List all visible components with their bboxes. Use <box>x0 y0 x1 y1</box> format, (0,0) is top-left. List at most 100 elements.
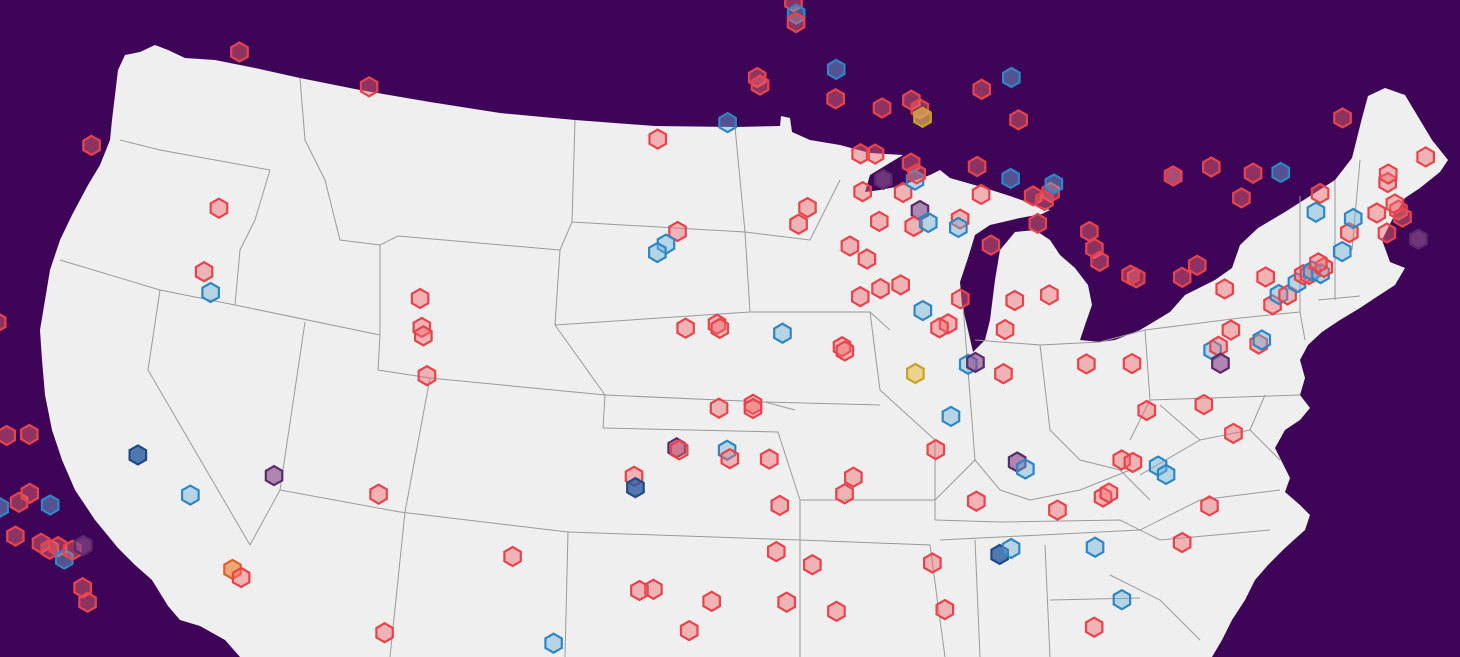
map-marker-red-98[interactable] <box>720 447 740 470</box>
map-marker-red-129[interactable] <box>930 317 949 339</box>
map-marker-red-57[interactable] <box>710 317 730 340</box>
map-marker-blue-45[interactable] <box>181 484 200 506</box>
map-marker-red-183[interactable] <box>1377 222 1397 244</box>
map-marker-red-148[interactable] <box>1172 531 1192 554</box>
map-marker-red-83[interactable] <box>789 213 808 235</box>
map-marker-red-197[interactable] <box>1163 165 1183 187</box>
map-marker-navy-40[interactable] <box>128 444 148 466</box>
map-marker-red-212[interactable] <box>766 540 786 563</box>
map-marker-blue-134[interactable] <box>1015 458 1035 480</box>
map-marker-red-89[interactable] <box>850 285 870 308</box>
map-marker-red-72[interactable] <box>865 143 885 165</box>
map-marker-red-135[interactable] <box>922 552 942 574</box>
map-marker-red-28[interactable] <box>9 491 29 514</box>
map-marker-red-209[interactable] <box>375 621 394 644</box>
map-marker-red-10[interactable] <box>82 134 101 157</box>
map-marker-purple-158[interactable] <box>1211 352 1230 374</box>
map-marker-navy-199[interactable] <box>626 476 645 499</box>
map-marker-red-189[interactable] <box>1378 163 1398 185</box>
map-marker-red-154[interactable] <box>1224 422 1243 445</box>
map-marker-red-29[interactable] <box>20 482 40 505</box>
map-marker-red-103[interactable] <box>971 183 991 206</box>
map-marker-red-39[interactable] <box>78 591 97 613</box>
map-marker-red-128[interactable] <box>1028 212 1048 235</box>
map-marker-red-86[interactable] <box>857 248 877 270</box>
map-marker-red-107[interactable] <box>967 155 987 178</box>
map-marker-red-195[interactable] <box>1232 187 1251 209</box>
map-marker-blue-27[interactable] <box>0 496 10 518</box>
map-marker-red-122[interactable] <box>995 318 1015 341</box>
map-marker-red-149[interactable] <box>1200 495 1219 517</box>
map-marker-red-162[interactable] <box>1121 264 1140 286</box>
map-marker-red-203[interactable] <box>630 579 649 602</box>
map-marker-red-206[interactable] <box>503 545 522 568</box>
map-marker-red-64[interactable] <box>750 74 770 96</box>
map-marker-red-214[interactable] <box>827 600 846 623</box>
map-marker-red-47[interactable] <box>369 483 388 505</box>
map-marker-red-88[interactable] <box>871 277 890 300</box>
map-marker-red-151[interactable] <box>1077 353 1096 375</box>
map-marker-blue-30[interactable] <box>40 494 60 516</box>
map-marker-blue-137[interactable] <box>1001 537 1021 560</box>
map-marker-blue-62[interactable] <box>826 58 846 81</box>
map-marker-red-138[interactable] <box>1048 499 1067 521</box>
map-marker-blue-146[interactable] <box>1112 588 1132 611</box>
map-marker-red-186[interactable] <box>1393 206 1412 228</box>
map-marker-red-100[interactable] <box>759 448 779 470</box>
map-marker-red-193[interactable] <box>1201 156 1221 178</box>
map-marker-red-182[interactable] <box>1367 202 1387 224</box>
map-marker-red-87[interactable] <box>891 274 911 296</box>
map-marker-red-152[interactable] <box>1137 399 1157 422</box>
map-marker-purple-46[interactable] <box>264 464 284 487</box>
map-marker-red-213[interactable] <box>777 591 797 613</box>
map-marker-red-77[interactable] <box>907 163 927 185</box>
map-marker-red-192[interactable] <box>1243 162 1263 184</box>
map-marker-red-15[interactable] <box>0 313 7 332</box>
map-marker-red-101[interactable] <box>835 483 854 505</box>
map-marker-blue-145[interactable] <box>1156 463 1176 486</box>
map-marker-red-65[interactable] <box>826 88 846 110</box>
map-marker-red-25[interactable] <box>20 423 39 446</box>
map-marker-red-85[interactable] <box>840 235 860 257</box>
map-marker-yellow-70[interactable] <box>913 106 932 129</box>
map-marker-red-176[interactable] <box>1309 252 1328 274</box>
map-marker-blue-90[interactable] <box>913 299 933 322</box>
map-marker-blue-130[interactable] <box>941 405 961 428</box>
map-marker-red-113[interactable] <box>981 234 1001 256</box>
map-marker-blue-35[interactable] <box>54 548 74 570</box>
map-marker-blue-177[interactable] <box>1332 240 1352 263</box>
map-marker-red-84[interactable] <box>869 210 889 233</box>
map-marker-red-190[interactable] <box>1416 146 1436 168</box>
map-marker-red-12[interactable] <box>359 76 379 98</box>
map-marker-red-156[interactable] <box>1209 335 1228 358</box>
map-marker-red-44[interactable] <box>231 566 251 589</box>
map-marker-red-201[interactable] <box>669 439 689 461</box>
map-marker-red-82[interactable] <box>798 196 817 219</box>
map-marker-red-24[interactable] <box>0 424 16 447</box>
map-marker-red-116[interactable] <box>951 288 970 310</box>
map-marker-yellow-118[interactable] <box>905 362 925 385</box>
map-marker-red-95[interactable] <box>743 397 763 420</box>
map-marker-blue-67[interactable] <box>718 111 737 134</box>
map-marker-blue-55[interactable] <box>647 241 667 264</box>
map-marker-red-179[interactable] <box>1310 182 1330 205</box>
map-marker-blue-181[interactable] <box>1343 207 1363 230</box>
map-marker-red-79[interactable] <box>904 215 924 238</box>
map-marker-red-41[interactable] <box>194 260 214 283</box>
map-marker-blue-76[interactable] <box>905 169 925 191</box>
map-marker-red-207[interactable] <box>679 619 699 642</box>
map-marker-blue-93[interactable] <box>773 322 792 344</box>
map-marker-red-141[interactable] <box>1099 482 1119 504</box>
map-marker-red-48[interactable] <box>410 287 430 310</box>
map-marker-blue-210[interactable] <box>544 632 563 654</box>
map-marker-red-81[interactable] <box>853 180 873 203</box>
map-marker-red-66[interactable] <box>872 97 892 119</box>
map-marker-red-50[interactable] <box>414 325 433 347</box>
map-marker-red-153[interactable] <box>1194 393 1214 416</box>
location-markers[interactable] <box>0 0 1436 654</box>
map-marker-red-131[interactable] <box>926 438 946 461</box>
map-marker-blue-80[interactable] <box>918 211 938 234</box>
map-marker-red-163[interactable] <box>1187 254 1207 277</box>
map-marker-red-150[interactable] <box>1122 352 1142 375</box>
